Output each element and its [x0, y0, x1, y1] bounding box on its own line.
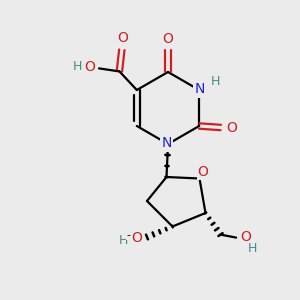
Text: N: N [161, 136, 172, 150]
Text: H: H [211, 75, 220, 88]
Text: O: O [117, 32, 128, 45]
Text: N: N [195, 82, 205, 96]
Text: O: O [198, 165, 208, 179]
Text: H: H [73, 60, 82, 74]
Text: -: - [126, 230, 130, 240]
Text: H: H [248, 242, 257, 255]
Text: O: O [163, 32, 173, 46]
Text: H: H [119, 234, 128, 247]
Text: O: O [240, 230, 251, 244]
Text: O: O [131, 231, 142, 244]
Text: O: O [226, 121, 237, 134]
Text: O: O [84, 60, 95, 74]
